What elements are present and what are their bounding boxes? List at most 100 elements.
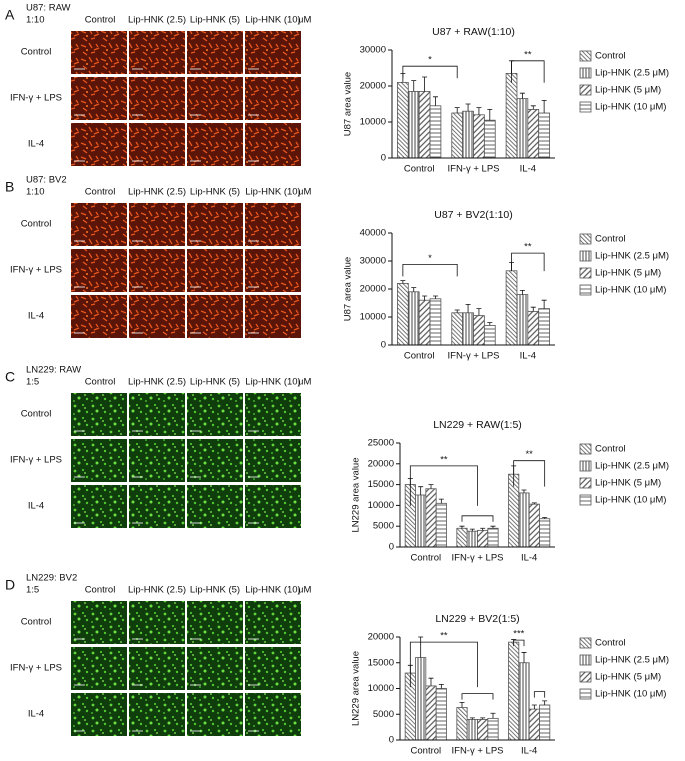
column-header: Control	[85, 187, 116, 198]
bar	[466, 719, 478, 741]
bar	[538, 308, 550, 346]
micrograph	[71, 485, 127, 528]
row-label: IFN-γ + LPS	[10, 265, 62, 276]
micrograph	[129, 601, 185, 644]
legend-label: Control	[595, 638, 626, 649]
bar	[429, 105, 442, 159]
bar	[487, 717, 499, 741]
chart-title: LN229 + RAW(1:5)	[433, 419, 522, 431]
legend-label: Lip-HNK (5 μM)	[595, 268, 661, 279]
micrograph	[245, 31, 301, 74]
significance-bracket	[513, 460, 546, 487]
bar	[451, 112, 464, 159]
panel-letter: B	[5, 179, 14, 195]
bar	[397, 282, 409, 346]
error-bar	[411, 287, 417, 292]
chart-title: LN229 + BV2(1:5)	[435, 613, 519, 625]
legend-swatch	[579, 267, 592, 279]
error-bar	[490, 712, 496, 719]
row-label: IL-4	[28, 501, 44, 512]
micrograph	[245, 295, 301, 338]
legend-label: Lip-HNK (2.5 μM)	[595, 68, 669, 79]
column-header: Lip-HNK (5)	[190, 377, 240, 388]
row-label: Control	[21, 409, 52, 420]
bar	[483, 119, 496, 159]
row-label: IL-4	[28, 311, 44, 322]
bar	[407, 91, 420, 159]
micrograph	[129, 31, 185, 74]
bar	[527, 109, 540, 159]
legend-label: Lip-HNK (5 μM)	[595, 672, 661, 683]
legend-label: Control	[595, 51, 626, 62]
error-bar	[531, 502, 537, 505]
error-bar	[418, 636, 424, 658]
error-bar	[432, 295, 438, 299]
error-bar	[438, 498, 444, 504]
bar	[462, 110, 474, 159]
micrograph	[71, 601, 127, 644]
x-tick-label: IL-4	[521, 553, 537, 564]
y-tick-label: 0	[389, 735, 394, 746]
significance-label: **	[440, 631, 448, 642]
micrograph	[245, 203, 301, 246]
micrograph	[71, 123, 127, 166]
error-bar	[541, 100, 547, 113]
y-tick-label: 0	[381, 340, 386, 351]
y-tick-label: 20000	[360, 284, 386, 295]
panel-letter: C	[5, 369, 15, 385]
row-label: IFN-γ + LPS	[10, 663, 62, 674]
y-tick-label: 20000	[368, 458, 394, 469]
bar	[473, 114, 485, 159]
legend-swatch	[579, 460, 592, 472]
micrograph	[245, 647, 301, 690]
micrograph	[129, 123, 185, 166]
micrograph	[187, 249, 243, 292]
error-bar	[428, 677, 434, 686]
error-bar	[465, 304, 471, 313]
column-header: Lip-HNK (10)	[245, 15, 300, 26]
error-bar	[400, 280, 406, 284]
bar	[456, 527, 468, 548]
bar	[516, 294, 529, 346]
micrograph	[187, 439, 243, 482]
bar	[538, 112, 550, 159]
micrograph	[129, 439, 185, 482]
x-tick-label: Control	[404, 351, 435, 362]
micrograph	[71, 203, 127, 246]
y-tick-label: 30000	[360, 256, 386, 267]
x-tick-label: IFN-γ + LPS	[452, 553, 504, 564]
micrograph	[129, 203, 185, 246]
legend-label: Control	[595, 234, 626, 245]
cell-label: 1:10	[26, 15, 45, 26]
legend-label: Control	[595, 444, 626, 455]
error-bar	[480, 527, 486, 531]
column-header: Lip-HNK (5)	[190, 187, 240, 198]
legend-swatch	[579, 494, 592, 506]
legend-label: Lip-HNK (10 μM)	[595, 495, 666, 506]
cell-label: LN229: BV2	[26, 573, 77, 584]
micrograph	[71, 647, 127, 690]
row-label: IFN-γ + LPS	[10, 455, 62, 466]
error-bar	[428, 484, 434, 489]
bar	[527, 310, 540, 346]
significance-bracket	[511, 252, 545, 272]
x-tick-label: Control	[411, 746, 442, 757]
error-bar	[530, 105, 536, 110]
bar	[518, 492, 530, 548]
y-tick-label: 10000	[360, 312, 386, 323]
bar	[415, 494, 427, 548]
micrograph	[187, 295, 243, 338]
legend-label: Lip-HNK (10 μM)	[595, 285, 666, 296]
error-bar	[487, 322, 493, 326]
micrograph	[187, 77, 243, 120]
column-header: μM	[298, 585, 311, 596]
micrograph	[187, 647, 243, 690]
column-header: Lip-HNK (2.5)	[128, 377, 186, 388]
row-label: Control	[21, 617, 52, 628]
bar	[462, 312, 474, 346]
error-bar	[454, 107, 460, 113]
y-tick-label: 5000	[373, 709, 394, 720]
y-axis-label: LN229 area value	[351, 651, 362, 726]
micrograph	[187, 485, 243, 528]
